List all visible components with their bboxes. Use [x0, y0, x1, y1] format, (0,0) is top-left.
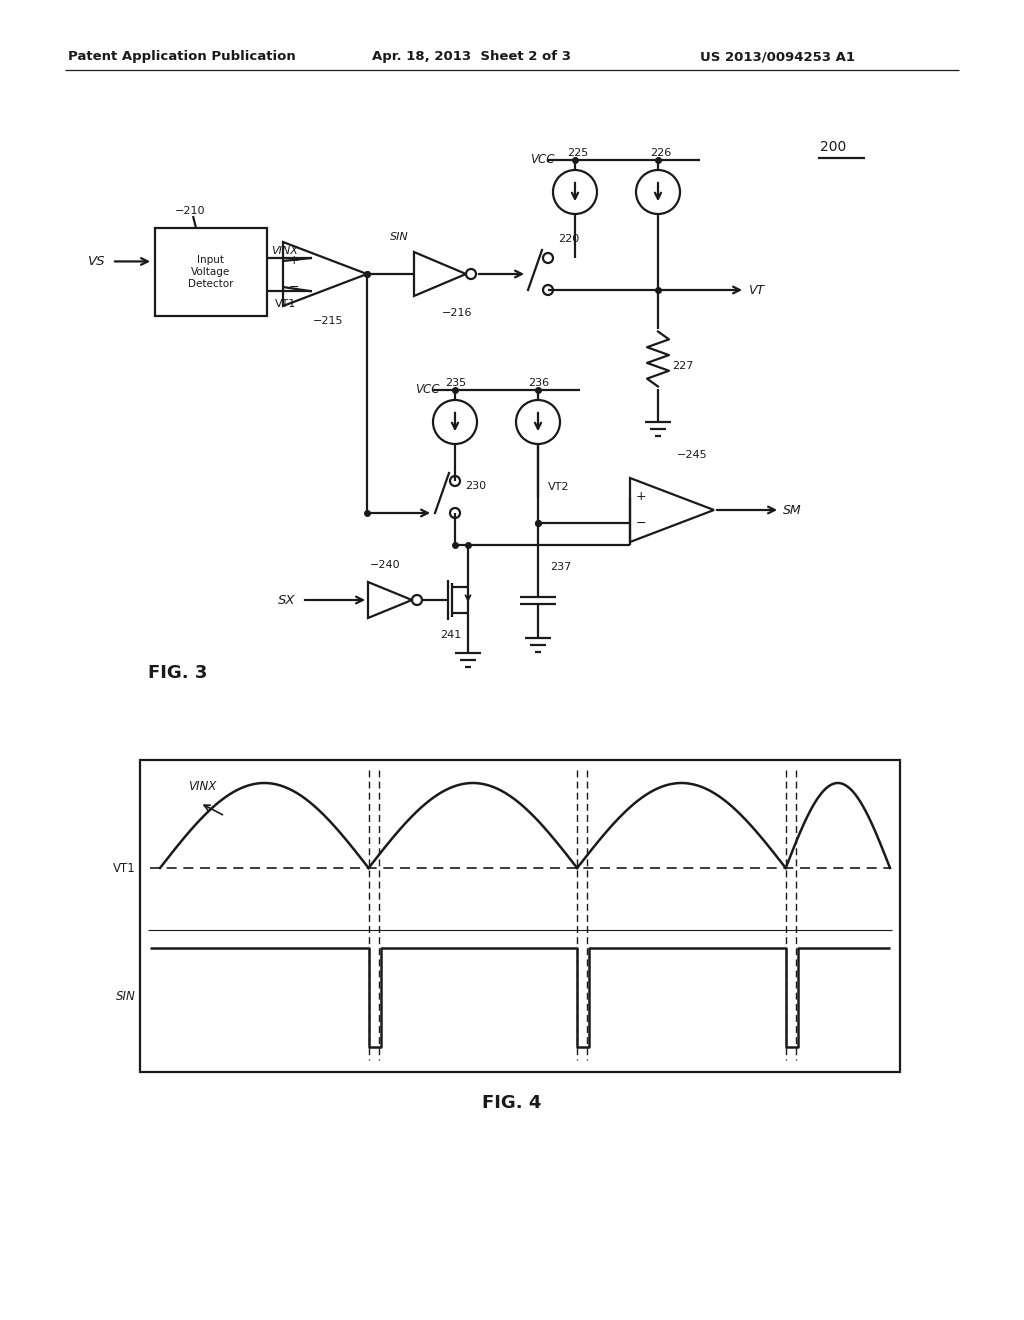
Text: 225: 225: [567, 148, 588, 158]
Text: 236: 236: [528, 378, 549, 388]
Text: VT: VT: [748, 284, 764, 297]
Bar: [140, 760, 900, 1072]
Text: −: −: [289, 281, 299, 293]
Polygon shape: [283, 242, 367, 306]
Circle shape: [412, 595, 422, 605]
Polygon shape: [630, 478, 714, 543]
Text: 227: 227: [672, 360, 693, 371]
Text: SIN: SIN: [390, 232, 409, 242]
Text: 226: 226: [650, 148, 672, 158]
Text: VT2: VT2: [548, 482, 569, 492]
Text: −245: −245: [677, 450, 708, 459]
Text: −210: −210: [175, 206, 206, 216]
Text: SX: SX: [278, 594, 295, 606]
Text: VCC: VCC: [530, 153, 555, 166]
Circle shape: [466, 269, 476, 279]
Text: −240: −240: [370, 560, 400, 570]
Text: 220: 220: [558, 234, 580, 244]
Circle shape: [543, 253, 553, 263]
Text: VT1: VT1: [114, 862, 136, 874]
Circle shape: [543, 285, 553, 294]
Text: −215: −215: [313, 315, 343, 326]
Text: −216: −216: [442, 308, 472, 318]
Text: 235: 235: [445, 378, 466, 388]
Text: VINX: VINX: [188, 780, 216, 793]
Circle shape: [450, 508, 460, 517]
Text: 230: 230: [465, 480, 486, 491]
Text: SIN: SIN: [117, 990, 136, 1003]
Circle shape: [516, 400, 560, 444]
Bar: [155, 228, 267, 315]
Polygon shape: [414, 252, 466, 296]
Text: Patent Application Publication: Patent Application Publication: [68, 50, 296, 63]
Text: +: +: [289, 255, 300, 268]
Text: +: +: [636, 491, 646, 503]
Polygon shape: [368, 582, 412, 618]
Text: 237: 237: [550, 562, 571, 572]
Text: 241: 241: [440, 630, 461, 640]
Circle shape: [450, 477, 460, 486]
Text: FIG. 3: FIG. 3: [148, 664, 208, 682]
Circle shape: [636, 170, 680, 214]
Text: VS: VS: [87, 255, 105, 268]
Circle shape: [433, 400, 477, 444]
Circle shape: [553, 170, 597, 214]
Text: Apr. 18, 2013  Sheet 2 of 3: Apr. 18, 2013 Sheet 2 of 3: [372, 50, 571, 63]
Text: −: −: [636, 516, 646, 529]
Text: VT1: VT1: [275, 300, 296, 309]
Text: VCC: VCC: [415, 383, 439, 396]
Text: Input
Voltage
Detector: Input Voltage Detector: [188, 255, 233, 289]
Text: 200: 200: [820, 140, 846, 154]
Text: FIG. 4: FIG. 4: [482, 1094, 542, 1111]
Text: VINX: VINX: [271, 246, 298, 256]
Text: US 2013/0094253 A1: US 2013/0094253 A1: [700, 50, 855, 63]
Text: SM: SM: [783, 503, 802, 516]
